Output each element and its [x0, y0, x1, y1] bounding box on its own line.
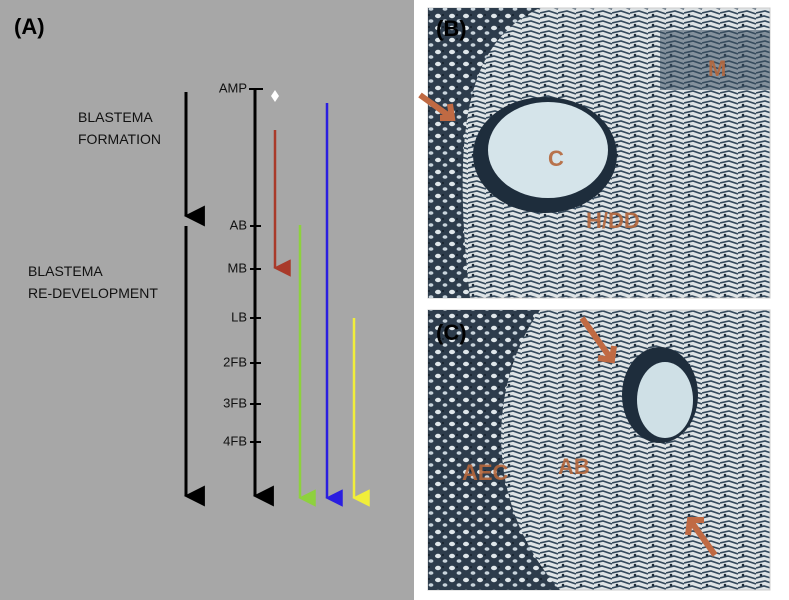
annotation: M: [708, 56, 726, 81]
cartilage: [637, 362, 693, 438]
stage-label: AB: [230, 217, 247, 232]
micrograph-c: (C) AEC AB: [428, 310, 770, 590]
phase-label: RE-DEVELOPMENT: [28, 285, 158, 301]
stage-label: AMP: [219, 80, 247, 95]
stage-label: 3FB: [223, 395, 247, 410]
micrograph-b: (B) M C H/DD: [420, 8, 770, 298]
stage-label: 2FB: [223, 354, 247, 369]
panel-label: (B): [436, 16, 467, 41]
stage-label: MB: [228, 260, 248, 275]
annotation: AEC: [462, 460, 509, 485]
stage-label: LB: [231, 309, 247, 324]
annotation: C: [548, 146, 564, 171]
phase-label: BLASTEMA: [28, 263, 103, 279]
figure: (A) BLASTEMA FORMATION BLASTEMA RE-DEVEL…: [0, 0, 789, 600]
annotation: AB: [558, 454, 590, 479]
annotation: H/DD: [586, 208, 640, 233]
phase-label: FORMATION: [78, 131, 161, 147]
stage-label: 4FB: [223, 433, 247, 448]
panel-label: (A): [14, 14, 45, 39]
phase-label: BLASTEMA: [78, 109, 153, 125]
panel-label: (C): [436, 320, 467, 345]
